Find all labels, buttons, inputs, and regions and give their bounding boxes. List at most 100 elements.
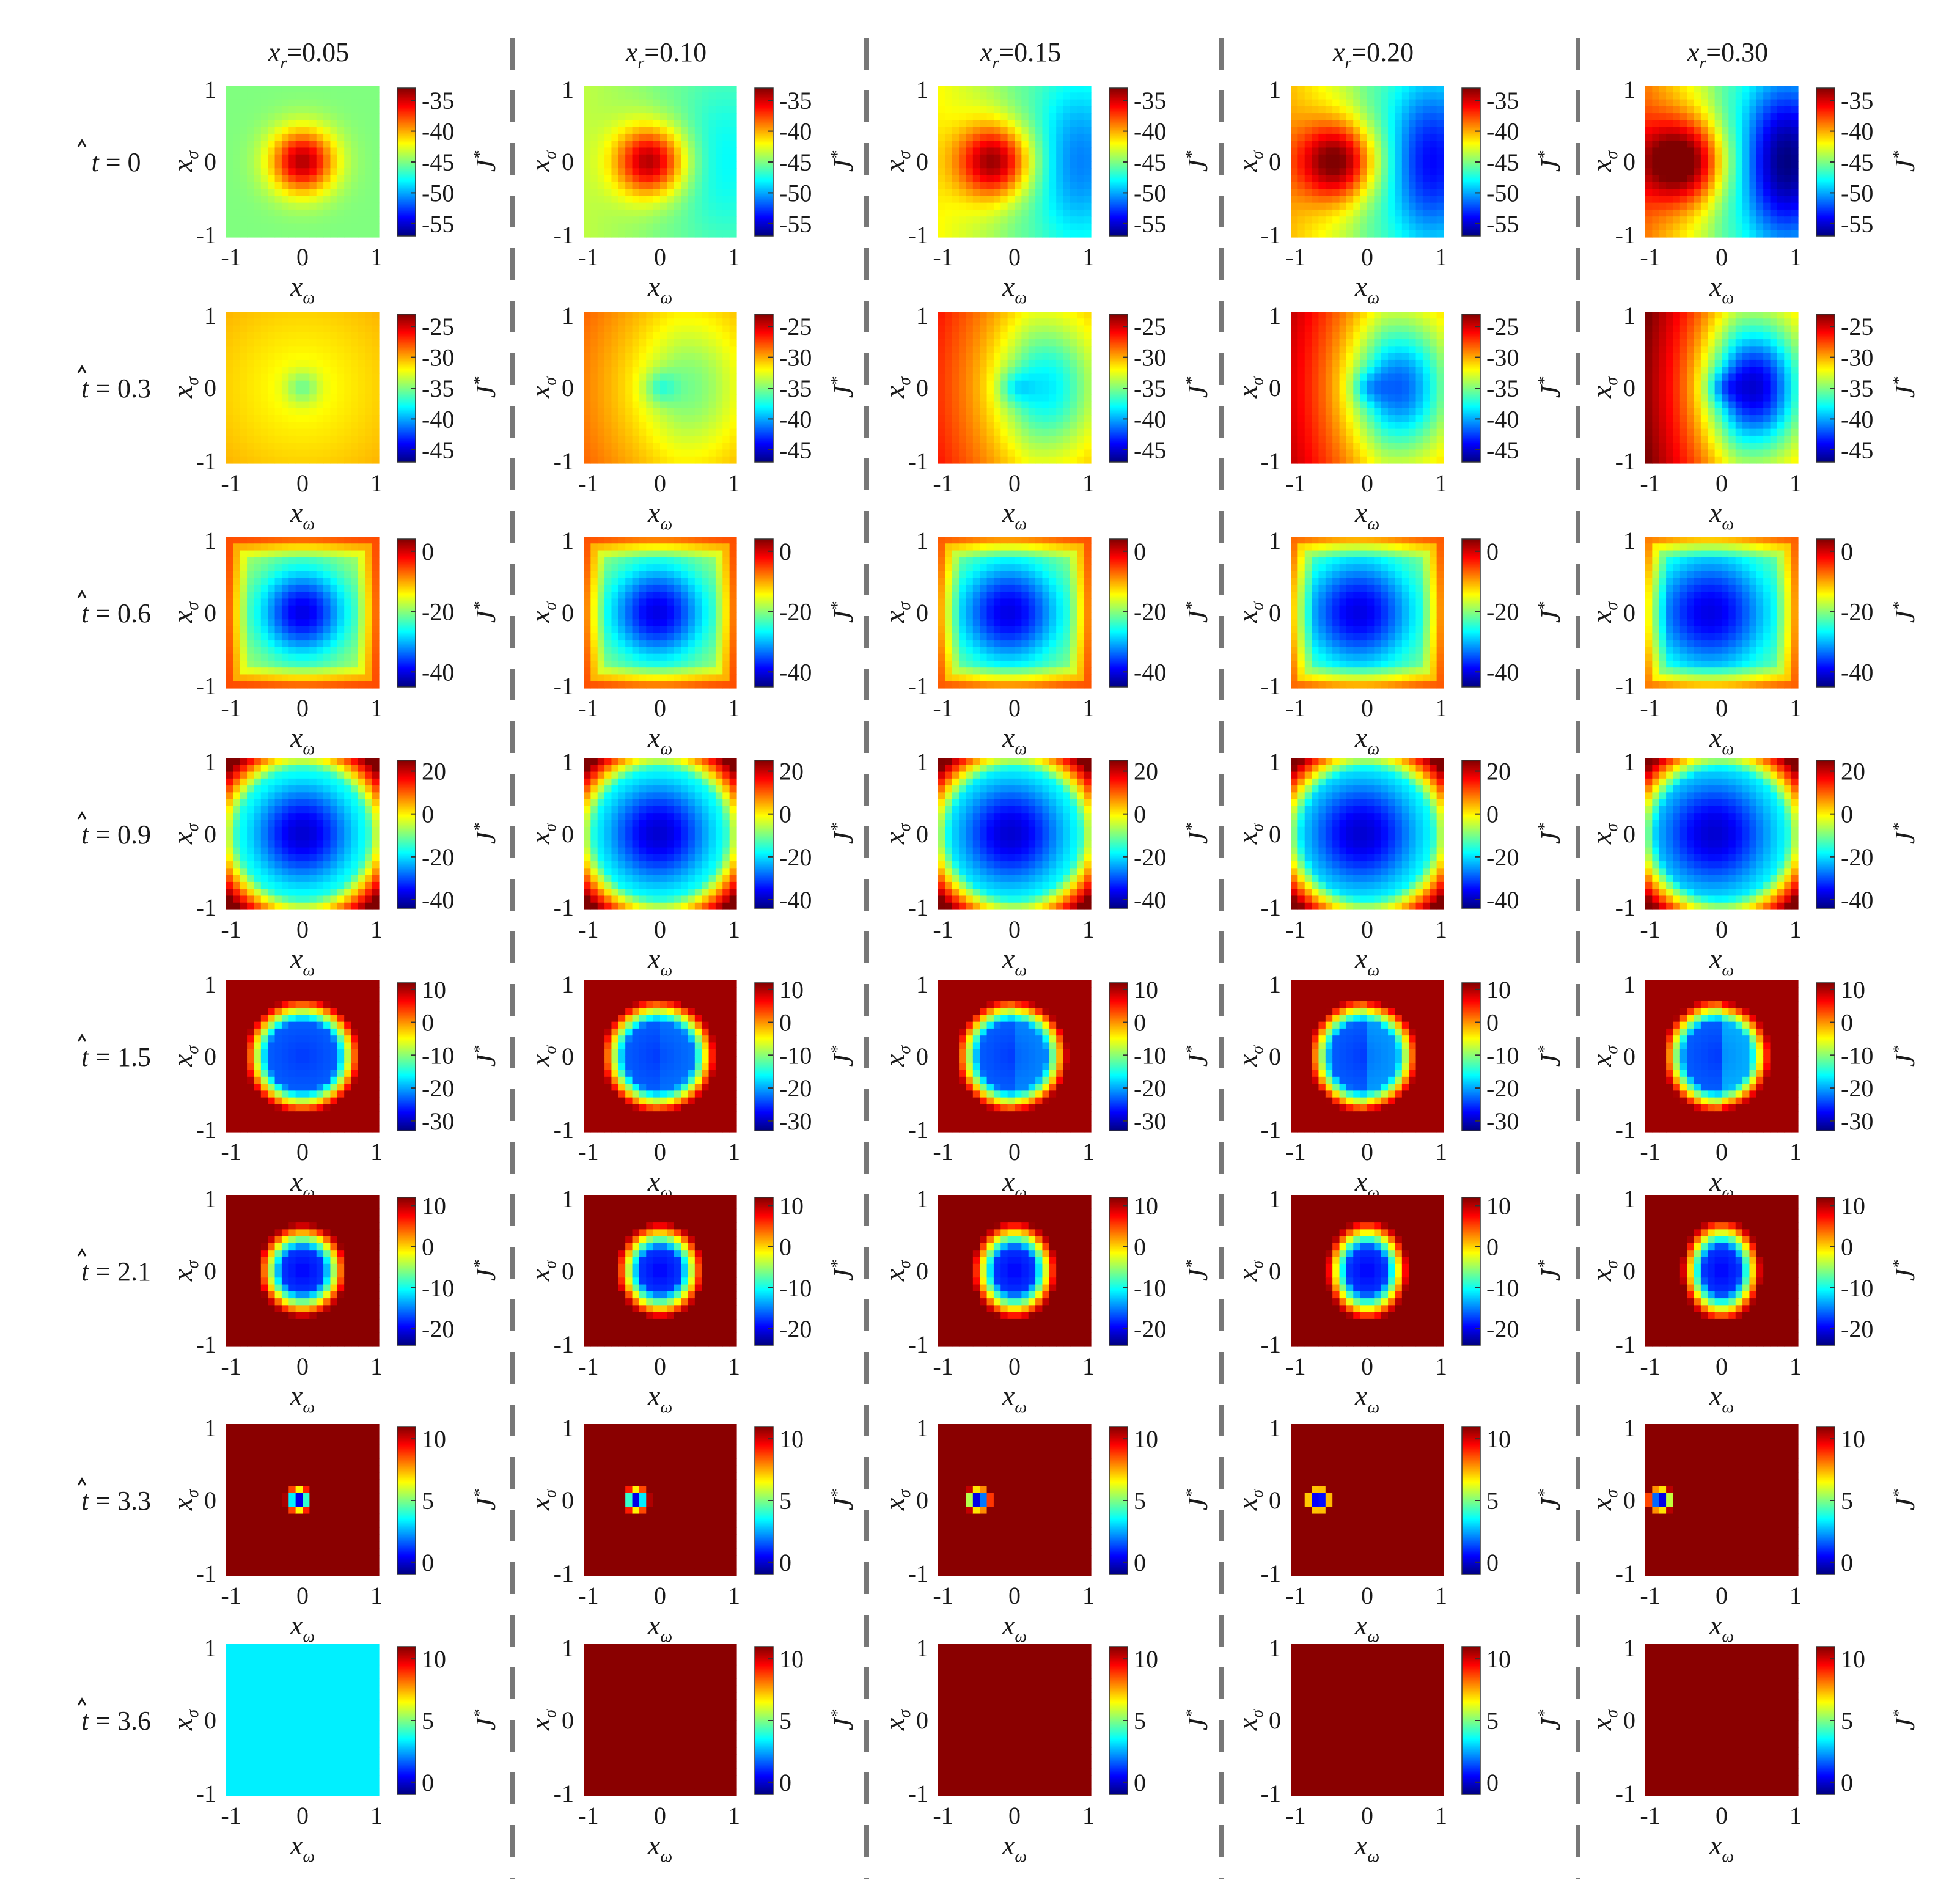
heatmap-cell: [323, 312, 331, 319]
heatmap-cell: [1666, 127, 1674, 134]
heatmap-cell: [611, 175, 619, 183]
heatmap-cell: [625, 367, 633, 375]
heatmap-cell: [618, 223, 626, 231]
heatmap-cell: [1666, 332, 1674, 340]
heatmap-cell: [1722, 209, 1729, 217]
heatmap-cell: [268, 346, 276, 354]
heatmap-cell: [1035, 127, 1043, 134]
heatmap-cell: [1339, 422, 1347, 430]
heatmap-cell: [1077, 422, 1085, 430]
heatmap-cell: [694, 230, 702, 238]
heatmap-cell: [1325, 408, 1333, 416]
heatmap-cell: [1063, 127, 1071, 134]
heatmap-cell: [618, 230, 626, 238]
heatmap-cell: [702, 346, 710, 354]
heatmap-cell: [1297, 332, 1305, 340]
heatmap-cell: [980, 367, 988, 375]
heatmap-cell: [330, 113, 338, 120]
heatmap-cell: [1714, 346, 1722, 354]
x-tick-label: 0: [1716, 243, 1728, 271]
heatmap-cell: [323, 346, 331, 354]
heatmap-cell: [281, 216, 289, 224]
heatmap-cell: [344, 408, 352, 416]
heatmap-cell: [1325, 223, 1333, 231]
heatmap-cell: [1021, 86, 1029, 93]
heatmap-cell: [1042, 312, 1050, 319]
heatmap-cell: [1042, 106, 1050, 114]
heatmap-cell: [1049, 86, 1057, 93]
heatmap-cell: [688, 113, 696, 120]
heatmap-cell: [1304, 408, 1312, 416]
heatmap-cell: [639, 127, 647, 134]
heatmap-cell: [226, 394, 233, 402]
heatmap-cell: [288, 332, 296, 340]
heatmap-cell: [653, 318, 661, 326]
heatmap-cell: [1297, 161, 1305, 169]
heatmap-cell: [1312, 456, 1320, 464]
heatmap-cell: [604, 401, 612, 409]
heatmap-cell: [358, 456, 365, 464]
heatmap-cell: [281, 353, 289, 361]
heatmap-cell: [980, 209, 988, 217]
heatmap-cell: [667, 99, 675, 107]
heatmap-cell: [632, 216, 640, 224]
heatmap-cell: [233, 401, 241, 409]
heatmap-cell: [1422, 346, 1430, 354]
heatmap-cell: [344, 325, 352, 333]
heatmap-cell: [274, 175, 282, 183]
heatmap-cell: [688, 422, 696, 430]
heatmap-cell: [1694, 147, 1701, 155]
heatmap-cell: [1645, 353, 1653, 361]
heatmap-cell: [1304, 325, 1312, 333]
heatmap-cell: [1021, 415, 1029, 422]
heatmap-cell: [274, 401, 282, 409]
heatmap-cell: [1388, 120, 1396, 128]
heatmap-cell: [653, 394, 661, 402]
heatmap-cell: [1728, 415, 1736, 422]
colorbar-tick-label: -55: [1841, 210, 1873, 238]
heatmap-cell: [233, 332, 241, 340]
heatmap-cell: [1381, 175, 1389, 183]
heatmap-cell: [590, 175, 598, 183]
heatmap-cell: [681, 456, 689, 464]
heatmap-cell: [1304, 147, 1312, 155]
heatmap-cell: [1645, 312, 1653, 319]
heatmap-cell: [1367, 92, 1375, 100]
heatmap-cell: [309, 422, 317, 430]
heatmap-cell: [674, 456, 681, 464]
heatmap-cell: [316, 141, 324, 149]
heatmap-cell: [1042, 86, 1050, 93]
heatmap-cell: [1409, 154, 1417, 162]
heatmap-cell: [597, 332, 605, 340]
colorbar-tick-label: -35: [1134, 375, 1166, 402]
heatmap-cell: [274, 182, 282, 189]
heatmap-cell: [1756, 428, 1764, 436]
heatmap-cell: [1756, 202, 1764, 210]
heatmap-cell: [358, 141, 365, 149]
heatmap-cell: [1297, 189, 1305, 196]
heatmap-cell: [260, 196, 268, 204]
heatmap-cell: [993, 86, 1001, 93]
heatmap-cell: [604, 92, 612, 100]
heatmap-cell: [1395, 359, 1403, 367]
heatmap-cell: [1700, 120, 1708, 128]
heatmap-cell: [1360, 127, 1368, 134]
heatmap-cell: [646, 92, 654, 100]
heatmap-cell: [938, 380, 945, 388]
heatmap-cell: [372, 196, 380, 204]
heatmap-cell: [1422, 394, 1430, 402]
heatmap-cell: [980, 127, 988, 134]
heatmap-cell: [618, 127, 626, 134]
heatmap-cell: [274, 196, 282, 204]
heatmap-cell: [1401, 209, 1409, 217]
heatmap-cell: [938, 133, 945, 141]
heatmap-cell: [667, 325, 675, 333]
heatmap-cell: [980, 312, 988, 319]
heatmap-cell: [1700, 223, 1708, 231]
heatmap-cell: [1056, 401, 1064, 409]
heatmap-cell: [993, 230, 1001, 238]
heatmap-cell: [1000, 401, 1008, 409]
heatmap-cell: [303, 99, 310, 107]
heatmap-cell: [268, 230, 276, 238]
heatmap-cell: [226, 189, 233, 196]
